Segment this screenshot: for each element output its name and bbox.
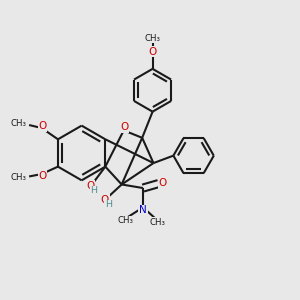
Text: O: O <box>148 46 157 57</box>
Text: H: H <box>105 200 112 209</box>
Text: CH₃: CH₃ <box>145 34 160 43</box>
Text: O: O <box>38 121 46 131</box>
Text: methyl: methyl <box>21 122 26 123</box>
Text: CH₃: CH₃ <box>117 216 133 225</box>
Text: H: H <box>90 186 97 195</box>
Text: O: O <box>159 178 167 188</box>
Text: O: O <box>38 171 46 181</box>
Text: O: O <box>100 195 109 205</box>
Text: CH₃: CH₃ <box>10 173 26 182</box>
Text: O: O <box>120 122 128 132</box>
Text: CH₃: CH₃ <box>11 119 27 128</box>
Text: CH₃: CH₃ <box>149 218 165 227</box>
Text: N: N <box>139 205 147 215</box>
Text: O: O <box>86 181 94 191</box>
